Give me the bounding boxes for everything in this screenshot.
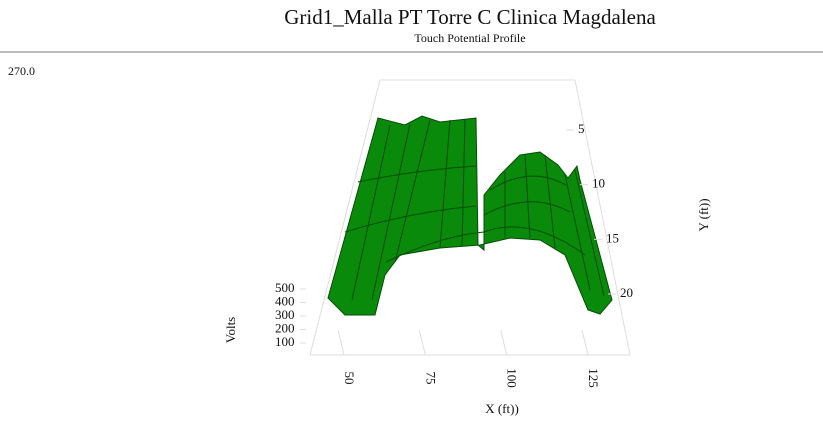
x-tick [500, 329, 508, 356]
y-tick-label: 10 [592, 176, 605, 191]
surface [327, 115, 613, 316]
x-axis-label: X (ft)) [485, 401, 519, 416]
y-tick-label: 15 [606, 230, 619, 245]
chart-subtitle: Touch Potential Profile [414, 31, 525, 45]
x-tick [581, 329, 589, 356]
x-tick [337, 329, 345, 356]
corner-label: 270.0 [8, 64, 35, 78]
z-tick-label: 500 [275, 280, 295, 295]
floor-grid [309, 79, 631, 356]
x-tick [418, 329, 426, 356]
chart-title: Grid1_Malla PT Torre C Clinica Magdalena [284, 5, 656, 29]
x-tick-label: 50 [342, 372, 357, 385]
x-tick-label: 100 [505, 368, 520, 388]
y-tick-label: 20 [620, 285, 633, 300]
z-tick-label: 300 [275, 307, 295, 322]
y-axis-label: Y (ft)) [696, 198, 711, 231]
z-tick-label: 200 [275, 320, 295, 335]
y-tick-label: 5 [578, 121, 585, 136]
z-tick-label: 100 [275, 334, 295, 349]
x-tick-label: 75 [423, 372, 438, 385]
z-tick-label: 400 [275, 293, 295, 308]
x-tick-label: 125 [586, 368, 601, 388]
z-axis-label: Volts [223, 317, 238, 344]
